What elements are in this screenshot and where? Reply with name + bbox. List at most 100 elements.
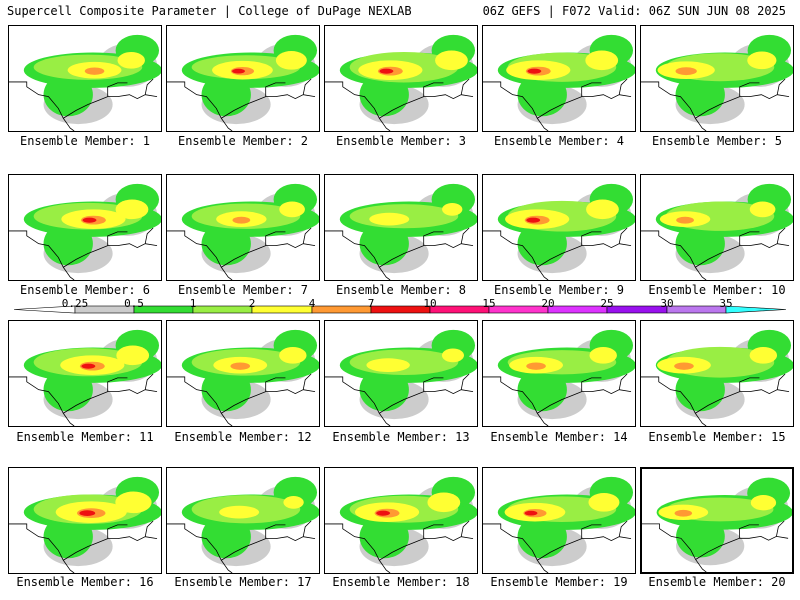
ensemble-member-map[interactable] <box>482 467 636 574</box>
ensemble-member-label: Ensemble Member: 8 <box>335 283 467 297</box>
scp-shading <box>279 347 307 364</box>
scp-shading <box>115 491 152 514</box>
ensemble-member-map[interactable] <box>482 174 636 281</box>
ensemble-member-map[interactable] <box>8 320 162 427</box>
ensemble-member-map[interactable] <box>324 25 478 132</box>
scp-shading <box>675 67 697 76</box>
ensemble-member-label: Ensemble Member: 10 <box>648 283 786 297</box>
model-run-info: 06Z GEFS | F072 Valid: 06Z SUN JUN 08 20… <box>482 4 786 18</box>
ensemble-member-map[interactable] <box>640 320 794 427</box>
state-boundary-lines <box>325 227 474 280</box>
colorbar-segment <box>547 305 608 314</box>
state-boundary-lines <box>325 78 474 131</box>
ensemble-member-map[interactable] <box>166 467 320 574</box>
ensemble-member-label: Ensemble Member: 17 <box>174 575 312 589</box>
ensemble-member-label: Ensemble Member: 6 <box>19 283 151 297</box>
scp-shading <box>283 495 304 509</box>
ensemble-member-label: Ensemble Member: 12 <box>174 430 312 444</box>
ensemble-member-map[interactable] <box>482 25 636 132</box>
ensemble-member-map[interactable] <box>8 467 162 574</box>
state-boundary-lines <box>325 520 474 573</box>
map-canvas <box>641 329 793 426</box>
state-boundary-lines <box>167 373 316 426</box>
ensemble-member-label: Ensemble Member: 13 <box>332 430 470 444</box>
scp-shading <box>359 222 409 266</box>
ensemble-member-label: Ensemble Member: 19 <box>490 575 628 589</box>
map-canvas <box>642 477 792 572</box>
map-canvas <box>167 476 319 573</box>
scp-shading <box>524 510 538 516</box>
state-boundary-lines <box>9 78 158 131</box>
ensemble-member-map[interactable] <box>640 25 794 132</box>
scp-shading <box>435 50 468 71</box>
ensemble-member-map[interactable] <box>166 320 320 427</box>
scp-shading <box>82 217 97 223</box>
state-boundary-lines <box>9 373 158 426</box>
colorbar-tick-label: 35 <box>719 297 733 310</box>
colorbar-high-arrow <box>725 305 787 314</box>
state-boundary-lines <box>167 520 316 573</box>
colorbar-tick-label: 20 <box>541 297 555 310</box>
ensemble-member-label: Ensemble Member: 15 <box>648 430 786 444</box>
colorbar-segment <box>666 305 727 314</box>
state-boundary-lines <box>325 373 474 426</box>
scp-shading <box>526 217 541 223</box>
state-boundary-lines <box>483 520 632 573</box>
colorbar-segment <box>488 305 549 314</box>
state-boundary-lines <box>641 78 790 131</box>
ensemble-member-map[interactable] <box>324 320 478 427</box>
map-canvas <box>483 476 635 573</box>
ensemble-member-map[interactable] <box>166 174 320 281</box>
scp-shading <box>527 68 542 74</box>
state-boundary-lines <box>9 227 158 280</box>
ensemble-member-map[interactable] <box>166 25 320 132</box>
colorbar-segment <box>606 305 668 314</box>
ensemble-member-map[interactable] <box>482 320 636 427</box>
scp-shading <box>232 68 245 74</box>
ensemble-member-map[interactable] <box>640 174 794 281</box>
colorbar-tick-label: 2 <box>248 297 256 310</box>
scp-shading <box>376 510 391 516</box>
map-canvas <box>167 183 319 280</box>
ensemble-member-label: Ensemble Member: 20 <box>648 575 786 589</box>
scp-shading <box>366 358 410 373</box>
map-canvas <box>641 34 793 131</box>
ensemble-member-map[interactable] <box>8 174 162 281</box>
map-canvas <box>483 329 635 426</box>
map-canvas <box>9 329 161 426</box>
scp-shading <box>219 505 260 519</box>
scp-shading <box>117 52 145 69</box>
scp-shading <box>585 50 619 71</box>
scp-shading <box>676 216 694 224</box>
map-canvas <box>325 476 477 573</box>
map-canvas <box>167 34 319 131</box>
ensemble-member-label: Ensemble Member: 16 <box>16 575 154 589</box>
ensemble-member-map[interactable] <box>8 25 162 132</box>
ensemble-member-label: Ensemble Member: 7 <box>177 283 309 297</box>
ensemble-member-map[interactable] <box>324 174 478 281</box>
colorbar-segment <box>429 305 490 314</box>
colorbar-tick-label: 30 <box>660 297 674 310</box>
scp-shading <box>526 362 546 370</box>
map-canvas <box>9 34 161 131</box>
ensemble-member-map[interactable] <box>324 467 478 574</box>
ensemble-member-map[interactable] <box>640 467 794 574</box>
scp-shading <box>81 363 96 369</box>
map-canvas <box>325 329 477 426</box>
scp-shading <box>586 199 619 220</box>
ensemble-member-label: Ensemble Member: 14 <box>490 430 628 444</box>
state-boundary-lines <box>641 373 790 426</box>
colorbar-segment <box>311 305 372 314</box>
colorbar-segment <box>192 305 253 314</box>
map-canvas <box>9 476 161 573</box>
ensemble-member-label: Ensemble Member: 9 <box>493 283 625 297</box>
state-boundary-lines <box>483 227 632 280</box>
colorbar-tick-label: 1 <box>189 297 197 310</box>
scp-shading <box>275 51 307 70</box>
colorbar-tick-label: 15 <box>482 297 496 310</box>
scp-shading <box>279 201 305 218</box>
scp-shading <box>79 510 96 516</box>
scp-shading <box>232 216 251 224</box>
colorbar-tick-label: 10 <box>423 297 437 310</box>
scp-shading <box>747 51 777 70</box>
